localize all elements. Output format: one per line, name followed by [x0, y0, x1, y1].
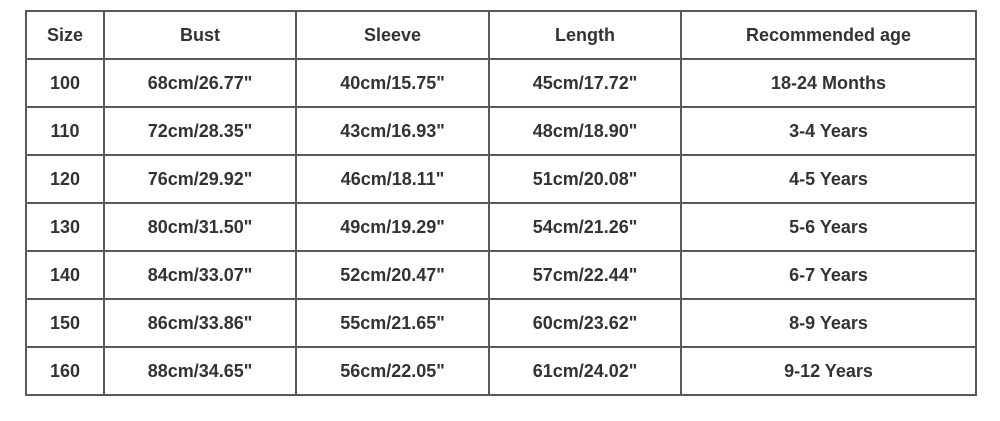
bust-cell: 68cm/26.77"	[103, 58, 297, 108]
table-row: 150 86cm/33.86" 55cm/21.65" 60cm/23.62" 8-9 …	[25, 298, 977, 348]
size-cell: 140	[25, 250, 105, 300]
size-cell: 160	[25, 346, 105, 396]
length-cell: 45cm/17.72"	[488, 58, 682, 108]
bust-cell: 80cm/31.50"	[103, 202, 297, 252]
size-chart-table: Size Bust Sleeve Length Recommended age …	[25, 10, 977, 396]
bust-cell: 88cm/34.65"	[103, 346, 297, 396]
length-cell: 48cm/18.90"	[488, 106, 682, 156]
sleeve-cell: 40cm/15.75"	[295, 58, 490, 108]
length-cell: 61cm/24.02"	[488, 346, 682, 396]
bust-cell: 76cm/29.92"	[103, 154, 297, 204]
sleeve-cell: 55cm/21.65"	[295, 298, 490, 348]
age-cell: 6-7 Years	[680, 250, 977, 300]
table-row: 130 80cm/31.50" 49cm/19.29" 54cm/21.26" 5-6 …	[25, 202, 977, 252]
size-cell: 120	[25, 154, 105, 204]
table-row: 100 68cm/26.77" 40cm/15.75" 45cm/17.72" 18-2…	[25, 58, 977, 108]
age-cell: 18-24 Months	[680, 58, 977, 108]
table-row: 110 72cm/28.35" 43cm/16.93" 48cm/18.90" 3-4 …	[25, 106, 977, 156]
age-cell: 9-12 Years	[680, 346, 977, 396]
sleeve-cell: 49cm/19.29"	[295, 202, 490, 252]
sleeve-cell: 56cm/22.05"	[295, 346, 490, 396]
age-cell: 5-6 Years	[680, 202, 977, 252]
bust-cell: 72cm/28.35"	[103, 106, 297, 156]
sleeve-cell: 46cm/18.11"	[295, 154, 490, 204]
header-bust: Bust	[103, 10, 297, 60]
sleeve-cell: 43cm/16.93"	[295, 106, 490, 156]
header-row: Size Bust Sleeve Length Recommended age	[25, 10, 977, 60]
age-cell: 3-4 Years	[680, 106, 977, 156]
age-cell: 4-5 Years	[680, 154, 977, 204]
bust-cell: 84cm/33.07"	[103, 250, 297, 300]
length-cell: 57cm/22.44"	[488, 250, 682, 300]
length-cell: 54cm/21.26"	[488, 202, 682, 252]
length-cell: 51cm/20.08"	[488, 154, 682, 204]
table-row: 120 76cm/29.92" 46cm/18.11" 51cm/20.08" 4-5 …	[25, 154, 977, 204]
table-row: 140 84cm/33.07" 52cm/20.47" 57cm/22.44" 6-7 …	[25, 250, 977, 300]
age-cell: 8-9 Years	[680, 298, 977, 348]
size-cell: 130	[25, 202, 105, 252]
size-cell: 100	[25, 58, 105, 108]
table-row: 160 88cm/34.65" 56cm/22.05" 61cm/24.02" 9-12…	[25, 346, 977, 396]
size-cell: 110	[25, 106, 105, 156]
header-recommended-age: Recommended age	[680, 10, 977, 60]
size-cell: 150	[25, 298, 105, 348]
length-cell: 60cm/23.62"	[488, 298, 682, 348]
header-length: Length	[488, 10, 682, 60]
bust-cell: 86cm/33.86"	[103, 298, 297, 348]
header-sleeve: Sleeve	[295, 10, 490, 60]
sleeve-cell: 52cm/20.47"	[295, 250, 490, 300]
header-size: Size	[25, 10, 105, 60]
